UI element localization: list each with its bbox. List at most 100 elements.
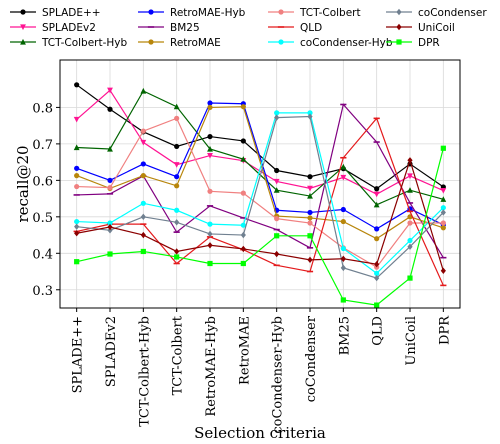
data-point xyxy=(407,187,413,193)
data-point xyxy=(274,167,280,174)
legend-entry: UniCoil xyxy=(386,22,455,34)
data-point xyxy=(207,152,213,159)
x-tick-label: coCondenser-Hyb xyxy=(271,316,286,434)
data-point xyxy=(240,222,246,228)
y-tick-label: 0.7 xyxy=(32,138,53,153)
data-point xyxy=(74,183,80,190)
legend-label: RetroMAE xyxy=(170,37,221,49)
data-point xyxy=(340,218,346,225)
legend-label: DPR xyxy=(418,37,440,49)
series-cocondenser xyxy=(74,113,446,282)
data-point xyxy=(407,173,413,180)
data-point xyxy=(207,104,213,111)
legend-entry: QLD xyxy=(268,22,322,34)
series-line xyxy=(76,112,444,275)
data-point xyxy=(148,9,154,15)
data-point xyxy=(140,213,146,221)
data-point xyxy=(240,190,246,196)
series-line xyxy=(76,117,444,286)
data-point xyxy=(407,275,413,281)
series-line xyxy=(76,148,444,306)
data-point xyxy=(74,82,80,88)
plot-frame xyxy=(59,59,461,309)
data-point xyxy=(440,205,446,211)
legend-entry: RetroMAE xyxy=(138,37,221,49)
data-point xyxy=(207,230,213,238)
data-point xyxy=(440,209,446,216)
data-point xyxy=(240,104,246,110)
data-point xyxy=(174,248,180,255)
data-point xyxy=(340,163,347,170)
data-point xyxy=(107,251,113,257)
legend-label: QLD xyxy=(300,22,322,34)
data-point xyxy=(140,173,146,179)
data-point xyxy=(374,270,380,276)
data-point xyxy=(307,110,313,116)
data-point xyxy=(374,302,380,308)
legend-label: UniCoil xyxy=(418,22,455,34)
data-point xyxy=(440,225,446,231)
data-point xyxy=(278,9,284,15)
data-point xyxy=(107,106,113,112)
data-point xyxy=(207,133,213,140)
x-tick-label: RetroMAE xyxy=(237,316,252,385)
y-tick-label: 0.3 xyxy=(32,284,53,299)
data-point xyxy=(174,254,180,260)
data-point xyxy=(440,220,446,226)
series-tct-colbert-hyb xyxy=(73,87,447,208)
data-point xyxy=(240,245,246,253)
data-point xyxy=(148,39,154,45)
x-tick-label: BM25 xyxy=(337,316,352,355)
data-point xyxy=(307,220,313,226)
data-point xyxy=(74,223,80,230)
legend-label: SPLADEv2 xyxy=(42,22,96,34)
legend-entry: coCondenser-Hyb xyxy=(268,37,393,49)
data-point xyxy=(307,256,313,264)
legend-entry: SPLADE++ xyxy=(10,7,101,19)
series-unicoil xyxy=(74,157,446,274)
data-point xyxy=(174,174,180,180)
data-point xyxy=(340,245,346,252)
data-point xyxy=(140,139,147,146)
series-line xyxy=(76,106,444,240)
data-point xyxy=(396,39,402,45)
legend-entry: TCT-Colbert-Hyb xyxy=(10,37,127,49)
data-point xyxy=(173,103,180,110)
data-point xyxy=(274,216,280,222)
data-point xyxy=(74,165,80,171)
legend-entry: SPLADEv2 xyxy=(10,22,96,34)
data-point xyxy=(140,161,146,167)
x-tick-label: UniCoil xyxy=(404,316,419,366)
data-point xyxy=(207,145,213,152)
data-point xyxy=(307,174,313,180)
data-point xyxy=(107,220,113,226)
data-point xyxy=(174,219,180,226)
data-point xyxy=(396,8,402,16)
legend-entry: TCT-Colbert xyxy=(268,7,361,19)
data-point xyxy=(374,226,380,232)
data-point xyxy=(307,215,313,221)
data-point xyxy=(74,230,80,237)
legend-label: TCT-Colbert-Hyb xyxy=(41,37,127,49)
data-point xyxy=(274,110,280,116)
data-point xyxy=(107,145,113,152)
data-point xyxy=(20,24,26,31)
data-point xyxy=(174,207,180,213)
x-tick-label: coCondenser xyxy=(304,315,319,402)
data-point xyxy=(440,267,446,274)
data-point xyxy=(107,177,113,183)
x-tick-label: QLD xyxy=(371,316,386,346)
data-point xyxy=(240,156,247,162)
x-axis-label: Selection criteria xyxy=(194,424,326,442)
data-point xyxy=(140,87,147,94)
series-line xyxy=(76,102,444,230)
x-tick-label: RetroMAE-Hyb xyxy=(204,316,219,417)
x-tick-label: SPLADEv2 xyxy=(104,316,119,387)
data-point xyxy=(20,9,26,15)
data-point xyxy=(396,23,402,31)
legend: SPLADE++ SPLADEv2 TCT-Colbert-Hyb RetroMAE-… xyxy=(10,7,487,49)
data-point xyxy=(307,233,313,239)
data-point xyxy=(240,231,246,239)
